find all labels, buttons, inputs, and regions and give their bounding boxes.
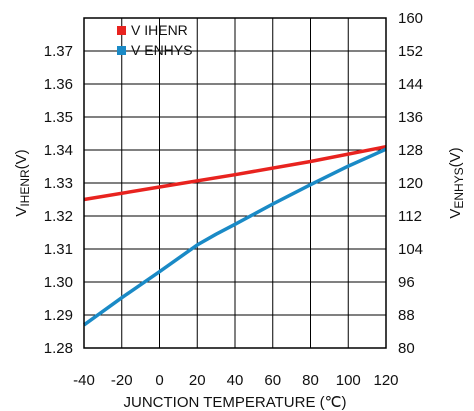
series-line-venhys [82,147,387,327]
left-y-tick-label: 1.37 [44,43,73,60]
plot-frame [83,17,387,349]
right-y-tick-label: 112 [398,208,422,225]
right-y-tick-label: 128 [398,142,423,159]
left-y-tick-label: 1.29 [44,307,73,324]
right-y-tick-label: 160 [398,10,423,27]
x-tick-label: 40 [227,372,244,389]
x-axis-title: JUNCTION TEMPERATURE (℃) [124,394,347,411]
right-y-axis-title: VENHYS(V) [447,147,466,218]
x-tick-label: 0 [155,372,163,389]
svg-text:VIHENR(V): VIHENR(V) [13,149,32,216]
x-tick-label: 60 [264,372,281,389]
x-tick-label: 20 [189,372,206,389]
left-y-axis-title-unit: (V) [13,149,30,169]
x-tick-label: -20 [111,372,133,389]
right-y-tick-labels: 80 88 96 104 112 120 128 136 144 152 160 [398,10,423,357]
left-y-axis-title-main: V [13,207,30,217]
grid [83,17,387,349]
left-y-axis-title-sub: IHENR [18,169,32,207]
x-tick-label: 80 [302,372,319,389]
legend: V IHENR V ENHYS [117,22,192,58]
x-tick-label: 100 [336,372,361,389]
series-line-vihenr [83,144,387,202]
right-y-tick-label: 120 [398,175,423,192]
right-y-tick-label: 136 [398,109,423,126]
right-y-tick-label: 80 [398,340,415,357]
left-y-tick-label: 1.35 [44,109,73,126]
right-y-tick-label: 96 [398,274,415,291]
left-y-tick-label: 1.30 [44,274,73,291]
svg-text:VENHYS(V): VENHYS(V) [447,147,466,218]
right-y-tick-label: 88 [398,307,415,324]
series-group [82,144,387,327]
right-y-tick-label: 144 [398,76,423,93]
right-y-tick-label: 104 [398,241,423,258]
left-y-tick-label: 1.31 [44,241,73,258]
right-y-axis-title-unit: (V) [447,147,464,167]
left-y-axis-title: VIHENR(V) [13,149,32,216]
legend-swatch [117,46,126,55]
left-y-tick-labels: 1.28 1.29 1.30 1.31 1.32 1.33 1.34 1.35 1.36 1.37 [44,43,73,357]
left-y-tick-label: 1.32 [44,208,73,225]
left-y-tick-label: 1.34 [44,142,73,159]
legend-swatch [117,26,126,35]
left-y-tick-label: 1.28 [44,340,73,357]
left-y-tick-label: 1.33 [44,175,73,192]
right-y-axis-title-main: V [447,209,464,219]
left-y-tick-label: 1.36 [44,76,73,93]
x-tick-label: -40 [73,372,95,389]
x-tick-label: 120 [373,372,398,389]
right-y-tick-label: 152 [398,43,423,60]
legend-label: V IHENR [131,22,188,38]
legend-label: V ENHYS [131,42,192,58]
x-tick-labels: -40 -20 0 20 40 60 80 100 120 [73,372,398,389]
right-y-axis-title-sub: ENHYS [452,167,466,208]
